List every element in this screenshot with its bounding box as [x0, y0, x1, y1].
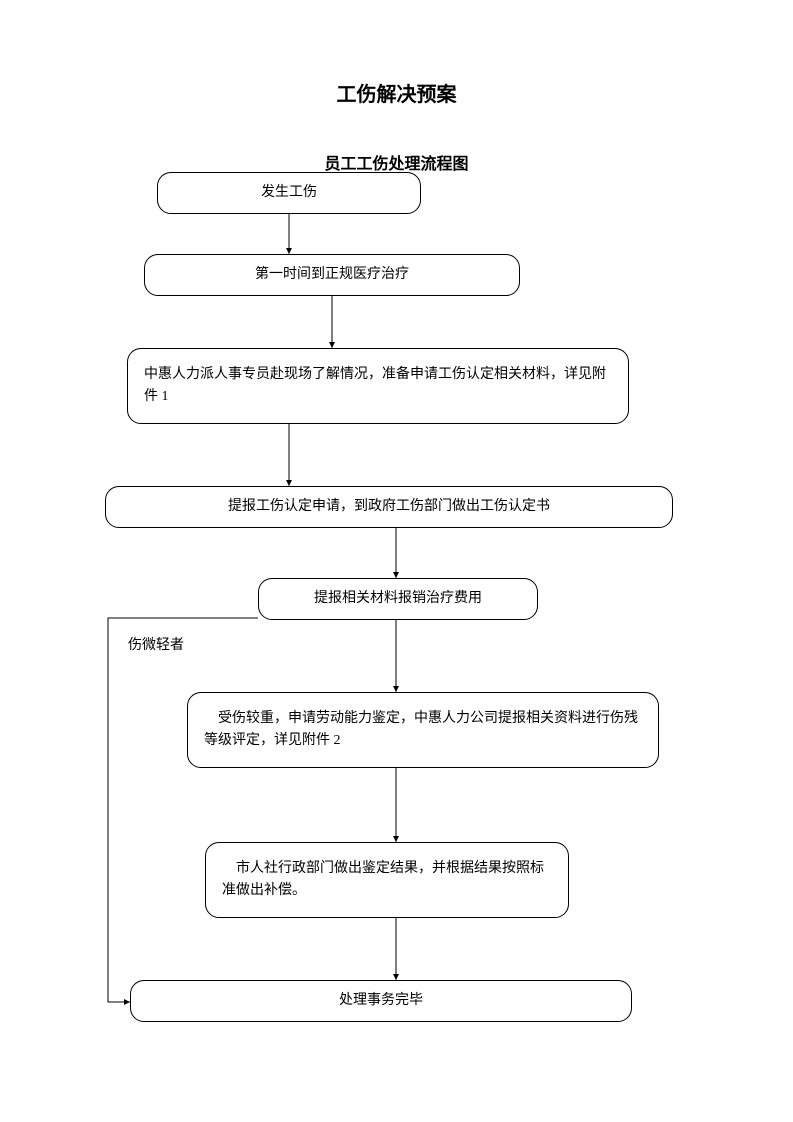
flow-node-label: 受伤较重，申请劳动能力鉴定，中惠人力公司提报相关资料进行伤残等级评定，详见附件 …: [204, 708, 642, 753]
flow-node-n3: 中惠人力派人事专员赴现场了解情况，准备申请工伤认定相关材料，详见附件 1: [127, 348, 629, 424]
flow-node-n6: 受伤较重，申请劳动能力鉴定，中惠人力公司提报相关资料进行伤残等级评定，详见附件 …: [187, 692, 659, 768]
flow-node-n5: 提报相关材料报销治疗费用: [258, 578, 538, 620]
flow-node-label: 市人社行政部门做出鉴定结果，并根据结果按照标准做出补偿。: [222, 858, 552, 903]
flow-node-n1: 发生工伤: [157, 172, 421, 214]
flow-node-label: 第一时间到正规医疗治疗: [255, 264, 409, 286]
flow-node-n7: 市人社行政部门做出鉴定结果，并根据结果按照标准做出补偿。: [205, 842, 569, 918]
flow-node-label: 提报相关材料报销治疗费用: [314, 588, 482, 610]
flow-node-n4: 提报工伤认定申请，到政府工伤部门做出工伤认定书: [105, 486, 673, 528]
flow-node-label: 处理事务完毕: [339, 990, 423, 1012]
flow-node-label: 中惠人力派人事专员赴现场了解情况，准备申请工伤认定相关材料，详见附件 1: [144, 364, 612, 409]
flow-node-label: 发生工伤: [261, 182, 317, 204]
flow-node-n8: 处理事务完毕: [130, 980, 632, 1022]
flow-edge: [108, 618, 258, 1002]
sub-title: 员工工伤处理流程图: [0, 150, 793, 174]
main-title: 工伤解决预案: [0, 78, 793, 107]
flow-node-n2: 第一时间到正规医疗治疗: [144, 254, 520, 296]
branch-label-light-injury: 伤微轻者: [128, 634, 184, 654]
flow-node-label: 提报工伤认定申请，到政府工伤部门做出工伤认定书: [228, 496, 550, 518]
